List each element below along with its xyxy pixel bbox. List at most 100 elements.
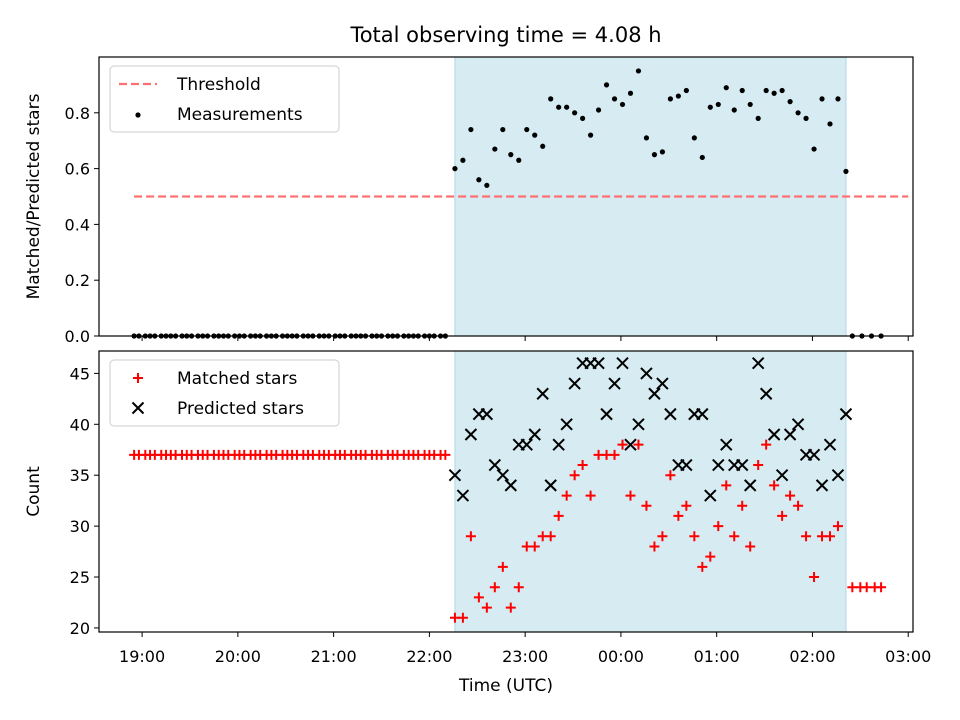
predicted-star-point [664,407,677,421]
matched-star-point [497,561,508,572]
measurement-point [675,93,681,99]
measurement-point [827,121,833,127]
matched-star-point [649,541,660,552]
matched-star-point [457,612,468,623]
y-tick-label: 0.0 [65,327,90,346]
matched-star-point [729,531,740,542]
matched-star-point [825,531,835,542]
matched-star-point [745,541,756,552]
y-tick-label: 35 [70,466,90,485]
measurement-point [476,177,482,183]
matched-star-point [481,602,492,613]
matched-star-point [689,531,700,542]
measurement-point [699,154,705,161]
legend-predicted-swatch [131,401,145,415]
predicted-star-point [815,479,829,492]
predicted-star-point [624,438,637,451]
matched-star-point [465,531,476,542]
predicted-star-point [648,387,661,400]
measurement-point [803,115,809,121]
predicted-star-point [656,377,669,390]
predicted-star-point [712,458,725,472]
y-tick-label: 45 [70,364,90,383]
measurement-point [564,104,570,110]
predicted-star-point [480,407,494,421]
measurement-point [779,87,785,94]
predicted-star-point [448,469,462,482]
y-tick-label: 40 [70,415,90,434]
predicted-star-point [544,479,557,492]
measurement-point [492,146,498,152]
x-tick-label: 01:00 [694,647,740,666]
legend-label: Matched stars [177,369,297,389]
axes-frame [98,350,914,633]
matched-star-point [585,490,596,501]
predicted-star-point [632,418,645,431]
measurement-point [747,101,753,108]
measurement-point [659,149,666,155]
measurement-point [731,107,737,113]
matched-star-point [529,541,540,552]
legend-matched-swatch [133,373,143,383]
matched-star-point [697,561,708,572]
measurement-point [500,126,506,133]
y-tick-label: 0.2 [65,271,90,290]
predicted-star-point [504,479,517,492]
measurement-point [811,146,817,152]
matched-star-point [553,510,564,521]
ratio-panel: 0.0 0.2 0.4 0.6 0.8 Matched/Predicted stars Th… [24,56,914,346]
measurement-point [548,96,554,102]
measurement-point [835,96,841,102]
measurement-point [508,152,514,158]
x-tick-label: 00:00 [598,647,644,666]
measurement-point [619,101,626,108]
legend-label: Measurements [177,105,303,125]
predicted-star-point [608,377,621,390]
measurement-point [460,157,466,163]
predicted-star-point [520,438,533,451]
measurement-point [556,104,562,110]
predicted-star-point [464,428,478,441]
matched-star-point [777,510,788,521]
measurement-point [771,90,777,96]
matched-star-point [561,490,572,501]
x-tick-label: 23:00 [502,647,548,666]
measurement-point [627,90,634,96]
predicted-star-point [759,387,773,400]
predicted-star-point [552,438,565,451]
measurement-point [595,107,602,113]
predicted-star-point [823,438,837,451]
measurement-point [611,96,618,102]
predicted-star-point [560,418,573,431]
measurement-point [707,104,713,110]
predicted-star-point [568,377,581,390]
matched-star-point [737,500,748,511]
measurement-point [484,182,490,188]
predicted-star-point [751,357,765,370]
predicted-star-point [839,407,853,421]
matched-star-point [609,449,620,460]
matched-star-point [505,602,516,613]
matched-star-point [440,449,451,460]
matched-star-point [753,460,764,471]
predicted-star-point [696,407,709,421]
x-tick-label: 22:00 [406,647,452,666]
predicted-star-point [616,357,629,370]
matched-star-point [489,582,500,593]
predicted-star-point [831,469,845,482]
y-tick-label: 0.8 [65,104,90,123]
measurement-point [739,87,745,94]
chart-title: Total observing time = 4.08 h [349,23,661,47]
y-axis-label: Matched/Predicted stars [24,93,44,299]
predicted-star-point [640,367,653,380]
x-axis-label: Time (UTC) [458,676,553,696]
matched-star-point [665,470,676,481]
matched-star-point [633,439,644,450]
predicted-star-point [791,418,805,431]
measurement-point [715,101,721,108]
matched-star-point [713,521,724,532]
measurement-point [683,87,689,94]
measurement-point [580,115,586,121]
predicted-star-point [720,438,733,451]
